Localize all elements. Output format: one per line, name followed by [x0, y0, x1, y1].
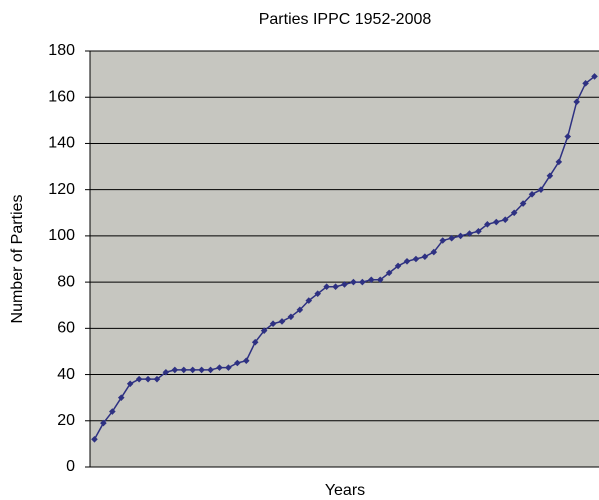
point [198, 366, 205, 374]
point [91, 435, 98, 443]
point [332, 283, 339, 291]
plot-area [90, 51, 599, 467]
point [537, 186, 545, 193]
point [100, 419, 107, 427]
point [403, 258, 411, 265]
point [153, 375, 161, 383]
point [117, 394, 125, 401]
point [341, 281, 348, 288]
point [287, 313, 295, 321]
y-tick-label: 0 [66, 458, 75, 475]
point [350, 278, 357, 286]
point [439, 237, 447, 244]
point [582, 80, 589, 87]
point [484, 221, 491, 228]
point [573, 98, 580, 106]
point [251, 338, 259, 346]
point [162, 368, 170, 376]
point [216, 364, 223, 371]
point [394, 262, 402, 270]
y-tick-label: 40 [57, 366, 75, 383]
point [475, 227, 482, 235]
point [323, 283, 330, 291]
point [189, 366, 196, 374]
point [448, 234, 455, 242]
point [430, 248, 438, 256]
point [207, 366, 214, 374]
point [269, 320, 277, 328]
point [135, 375, 143, 383]
point [305, 297, 313, 304]
point [278, 318, 286, 325]
point [493, 218, 500, 226]
point [510, 209, 518, 217]
point [501, 216, 509, 224]
point [144, 375, 152, 383]
point [242, 357, 250, 364]
point [546, 172, 554, 180]
point [385, 269, 393, 277]
y-tick-label: 100 [48, 227, 75, 244]
point [126, 380, 134, 388]
point [466, 230, 473, 237]
point [421, 253, 429, 260]
point [564, 133, 572, 140]
point [359, 278, 366, 286]
point [225, 364, 232, 371]
point [376, 276, 384, 284]
point [296, 306, 304, 314]
y-tick-label: 120 [48, 181, 75, 198]
point [412, 255, 420, 263]
y-tick-label: 20 [57, 412, 75, 429]
point [457, 232, 464, 240]
x-axis-label: Years [325, 482, 365, 499]
point [234, 359, 241, 367]
point [591, 73, 598, 80]
point [367, 276, 375, 284]
chart-title: Parties IPPC 1952-2008 [259, 11, 432, 28]
point [180, 366, 188, 374]
point [314, 290, 322, 297]
point [109, 408, 116, 415]
point [528, 190, 536, 198]
y-tick-label: 160 [48, 88, 75, 105]
y-tick-label: 80 [57, 273, 75, 290]
y-tick-label: 180 [48, 42, 75, 59]
y-axis-label: Number of Parties [9, 195, 26, 324]
point [171, 366, 179, 374]
y-tick-label: 140 [48, 135, 75, 152]
point [260, 327, 268, 334]
point [519, 200, 527, 207]
point [555, 158, 563, 166]
y-tick-label: 60 [57, 320, 75, 337]
